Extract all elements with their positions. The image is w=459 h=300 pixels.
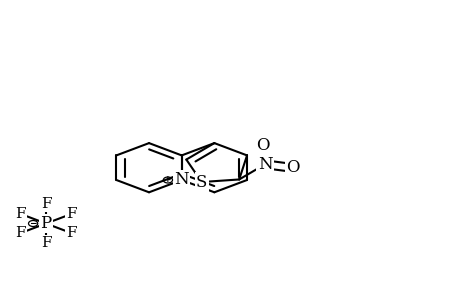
Text: O: O xyxy=(255,137,269,154)
Text: N: N xyxy=(257,156,272,173)
Text: S: S xyxy=(196,173,207,190)
Text: O: O xyxy=(285,159,299,176)
Text: N: N xyxy=(174,172,189,188)
Text: F: F xyxy=(15,226,25,240)
Text: −: − xyxy=(29,219,37,228)
Text: F: F xyxy=(41,197,51,211)
Text: F: F xyxy=(15,207,25,221)
Text: F: F xyxy=(67,226,77,240)
Text: F: F xyxy=(67,207,77,221)
Text: F: F xyxy=(41,236,51,250)
Text: P: P xyxy=(40,215,51,232)
Text: +: + xyxy=(164,176,171,184)
